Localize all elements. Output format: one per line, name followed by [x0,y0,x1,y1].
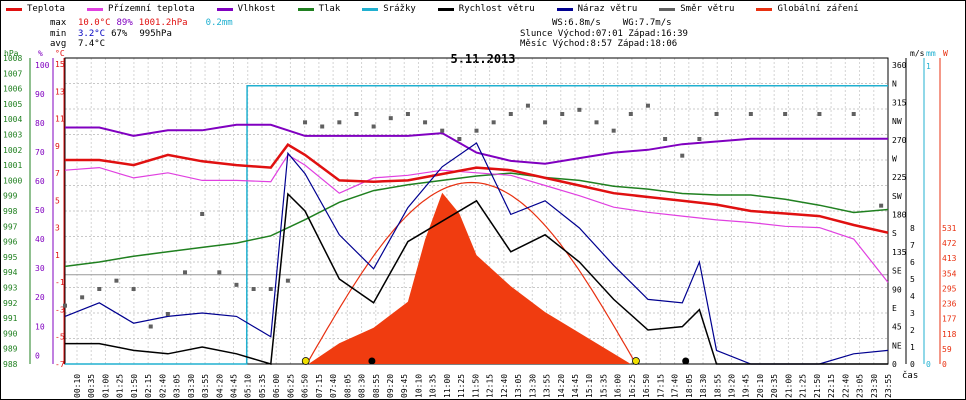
sunset-text: Západ:16:39 [628,28,688,39]
legend-label: Přízemní teplota [107,4,195,14]
legend-swatch [362,7,379,11]
sun-moon-panel: WS:6.8m/s WG:7.7m/s Slunce Východ:07:01 Z… [520,18,688,50]
legend-swatch [659,7,676,11]
stats-max-press: 1001.2hPa [138,18,188,28]
legend-swatch [437,7,454,11]
stats-avg-label: avg [50,39,67,49]
chart-title: 5.11.2013 [450,52,516,66]
stats-max-rain: 0.2mm [205,18,233,28]
legend-swatch [216,7,233,11]
stats-max-temp: 10.0°C [78,18,111,28]
legend-item: Náraz větru [556,2,638,16]
legend-item: Směr větru [659,2,734,16]
legend-item: Srážky [362,2,416,16]
legend-label: Srážky [383,4,416,14]
legend-label: Směr větru [680,4,735,14]
legend-swatch [86,7,103,11]
legend-item: Teplota [6,2,65,16]
legend-label: Rychlost větru [458,4,535,14]
legend-item: Vlhkost [216,2,276,16]
sunrise-text: Slunce Východ:07:01 [520,28,623,39]
legend-label: Tlak [318,4,341,14]
stats-min-hum: 67% [111,28,128,39]
legend-item: Rychlost větru [437,2,535,16]
legend-swatch [6,7,22,11]
stats-max-label: max [50,18,67,28]
legend-swatch [556,7,573,11]
stats-min-label: min [50,28,67,39]
legend-item: Tlak [297,2,341,16]
legend-item: Přízemní teplota [86,2,195,16]
legend-label: Teplota [27,4,65,14]
legend-label: Náraz větru [577,4,638,14]
legend-swatch [756,7,773,11]
moonrise-text: Měsíc Východ:8:57 [520,39,613,49]
wind-ws: WS:6.8m/s [552,18,601,28]
stats-panel: max 10.0°C 89% 1001.2hPa 0.2mm min 3.2°C… [50,18,233,50]
moonset-text: Západ:18:06 [617,39,678,49]
chart-legend: Teplota Přízemní teplota Vlhkost Tlak Srážky… [6,2,859,16]
legend-label: Vlhkost [237,4,276,14]
stats-min-press: 995hPa [139,28,172,39]
legend-item: Globální záření [756,2,859,16]
wind-wg: WG:7.7m/s [622,18,672,28]
stats-avg-temp: 7.4°C [78,39,106,49]
stats-max-hum: 89% [116,18,133,28]
legend-swatch [297,7,314,11]
stats-min-temp: 3.2°C [78,28,106,39]
legend-label: Globální záření [777,4,859,14]
